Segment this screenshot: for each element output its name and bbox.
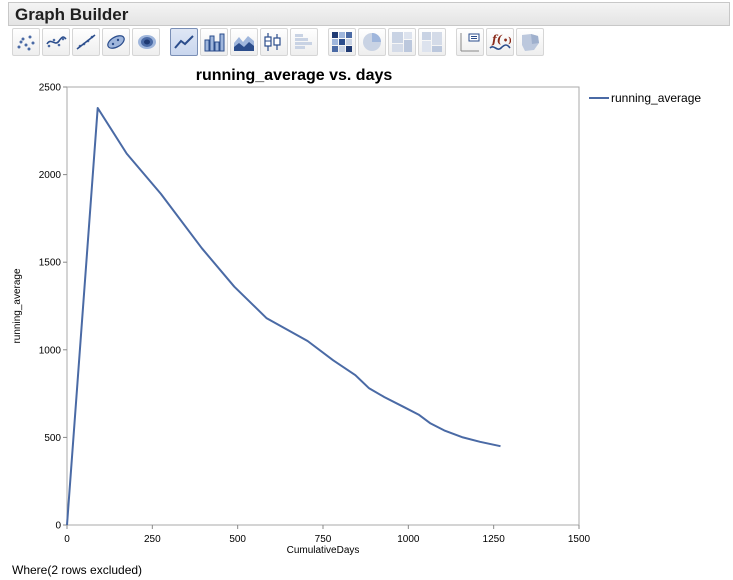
legend[interactable]: running_average xyxy=(589,91,701,105)
pie-chart-icon[interactable] xyxy=(358,28,386,56)
chart-title: running_average vs. days xyxy=(196,67,393,84)
svg-text:•): •) xyxy=(503,35,511,45)
y-tick-label: 2500 xyxy=(39,83,62,94)
title-bar: Graph Builder xyxy=(8,2,730,26)
heatmap-icon[interactable] xyxy=(328,28,356,56)
box-plot-icon[interactable] xyxy=(260,28,288,56)
element-toolbar: f(•) xyxy=(12,28,552,60)
legend-label: running_average xyxy=(611,91,701,105)
y-tick-label: 0 xyxy=(55,521,61,532)
smoother-icon[interactable] xyxy=(42,28,70,56)
where-clause-text: Where(2 rows excluded) xyxy=(12,563,143,577)
y-tick-label: 1000 xyxy=(39,345,62,356)
bar-chart-icon[interactable] xyxy=(200,28,228,56)
formula-icon[interactable]: f(•) xyxy=(486,28,514,56)
y-tick-label: 500 xyxy=(44,433,61,444)
x-tick-label: 750 xyxy=(315,534,332,545)
svg-text:f(: f( xyxy=(491,33,503,46)
points-icon[interactable] xyxy=(12,28,40,56)
y-tick-label: 1500 xyxy=(39,258,62,269)
caption-box-icon[interactable] xyxy=(456,28,484,56)
area-chart-icon[interactable] xyxy=(230,28,258,56)
x-tick-label: 250 xyxy=(144,534,161,545)
x-tick-label: 500 xyxy=(229,534,246,545)
series-line-running-average xyxy=(66,107,501,526)
x-tick-label: 0 xyxy=(64,534,70,545)
map-shapes-icon[interactable] xyxy=(516,28,544,56)
histogram-icon[interactable] xyxy=(290,28,318,56)
treemap-icon[interactable] xyxy=(388,28,416,56)
x-axis-label: CumulativeDays xyxy=(287,545,360,556)
y-tick-label: 2000 xyxy=(39,170,62,181)
x-tick-label: 1000 xyxy=(397,534,420,545)
ellipse-icon[interactable] xyxy=(102,28,130,56)
x-axis: 0 250 500 750 1000 1250 1500 xyxy=(64,525,591,545)
line-chart-icon[interactable] xyxy=(170,28,198,56)
window-title: Graph Builder xyxy=(15,5,129,24)
plot-frame xyxy=(66,86,580,526)
y-axis-label: running_average xyxy=(12,268,23,343)
line-of-fit-icon[interactable] xyxy=(72,28,100,56)
x-tick-label: 1500 xyxy=(568,534,591,545)
contour-icon[interactable] xyxy=(132,28,160,56)
mosaic-icon[interactable] xyxy=(418,28,446,56)
x-tick-label: 1250 xyxy=(483,534,506,545)
y-axis: 0 500 1000 1500 2000 2500 xyxy=(39,83,67,532)
